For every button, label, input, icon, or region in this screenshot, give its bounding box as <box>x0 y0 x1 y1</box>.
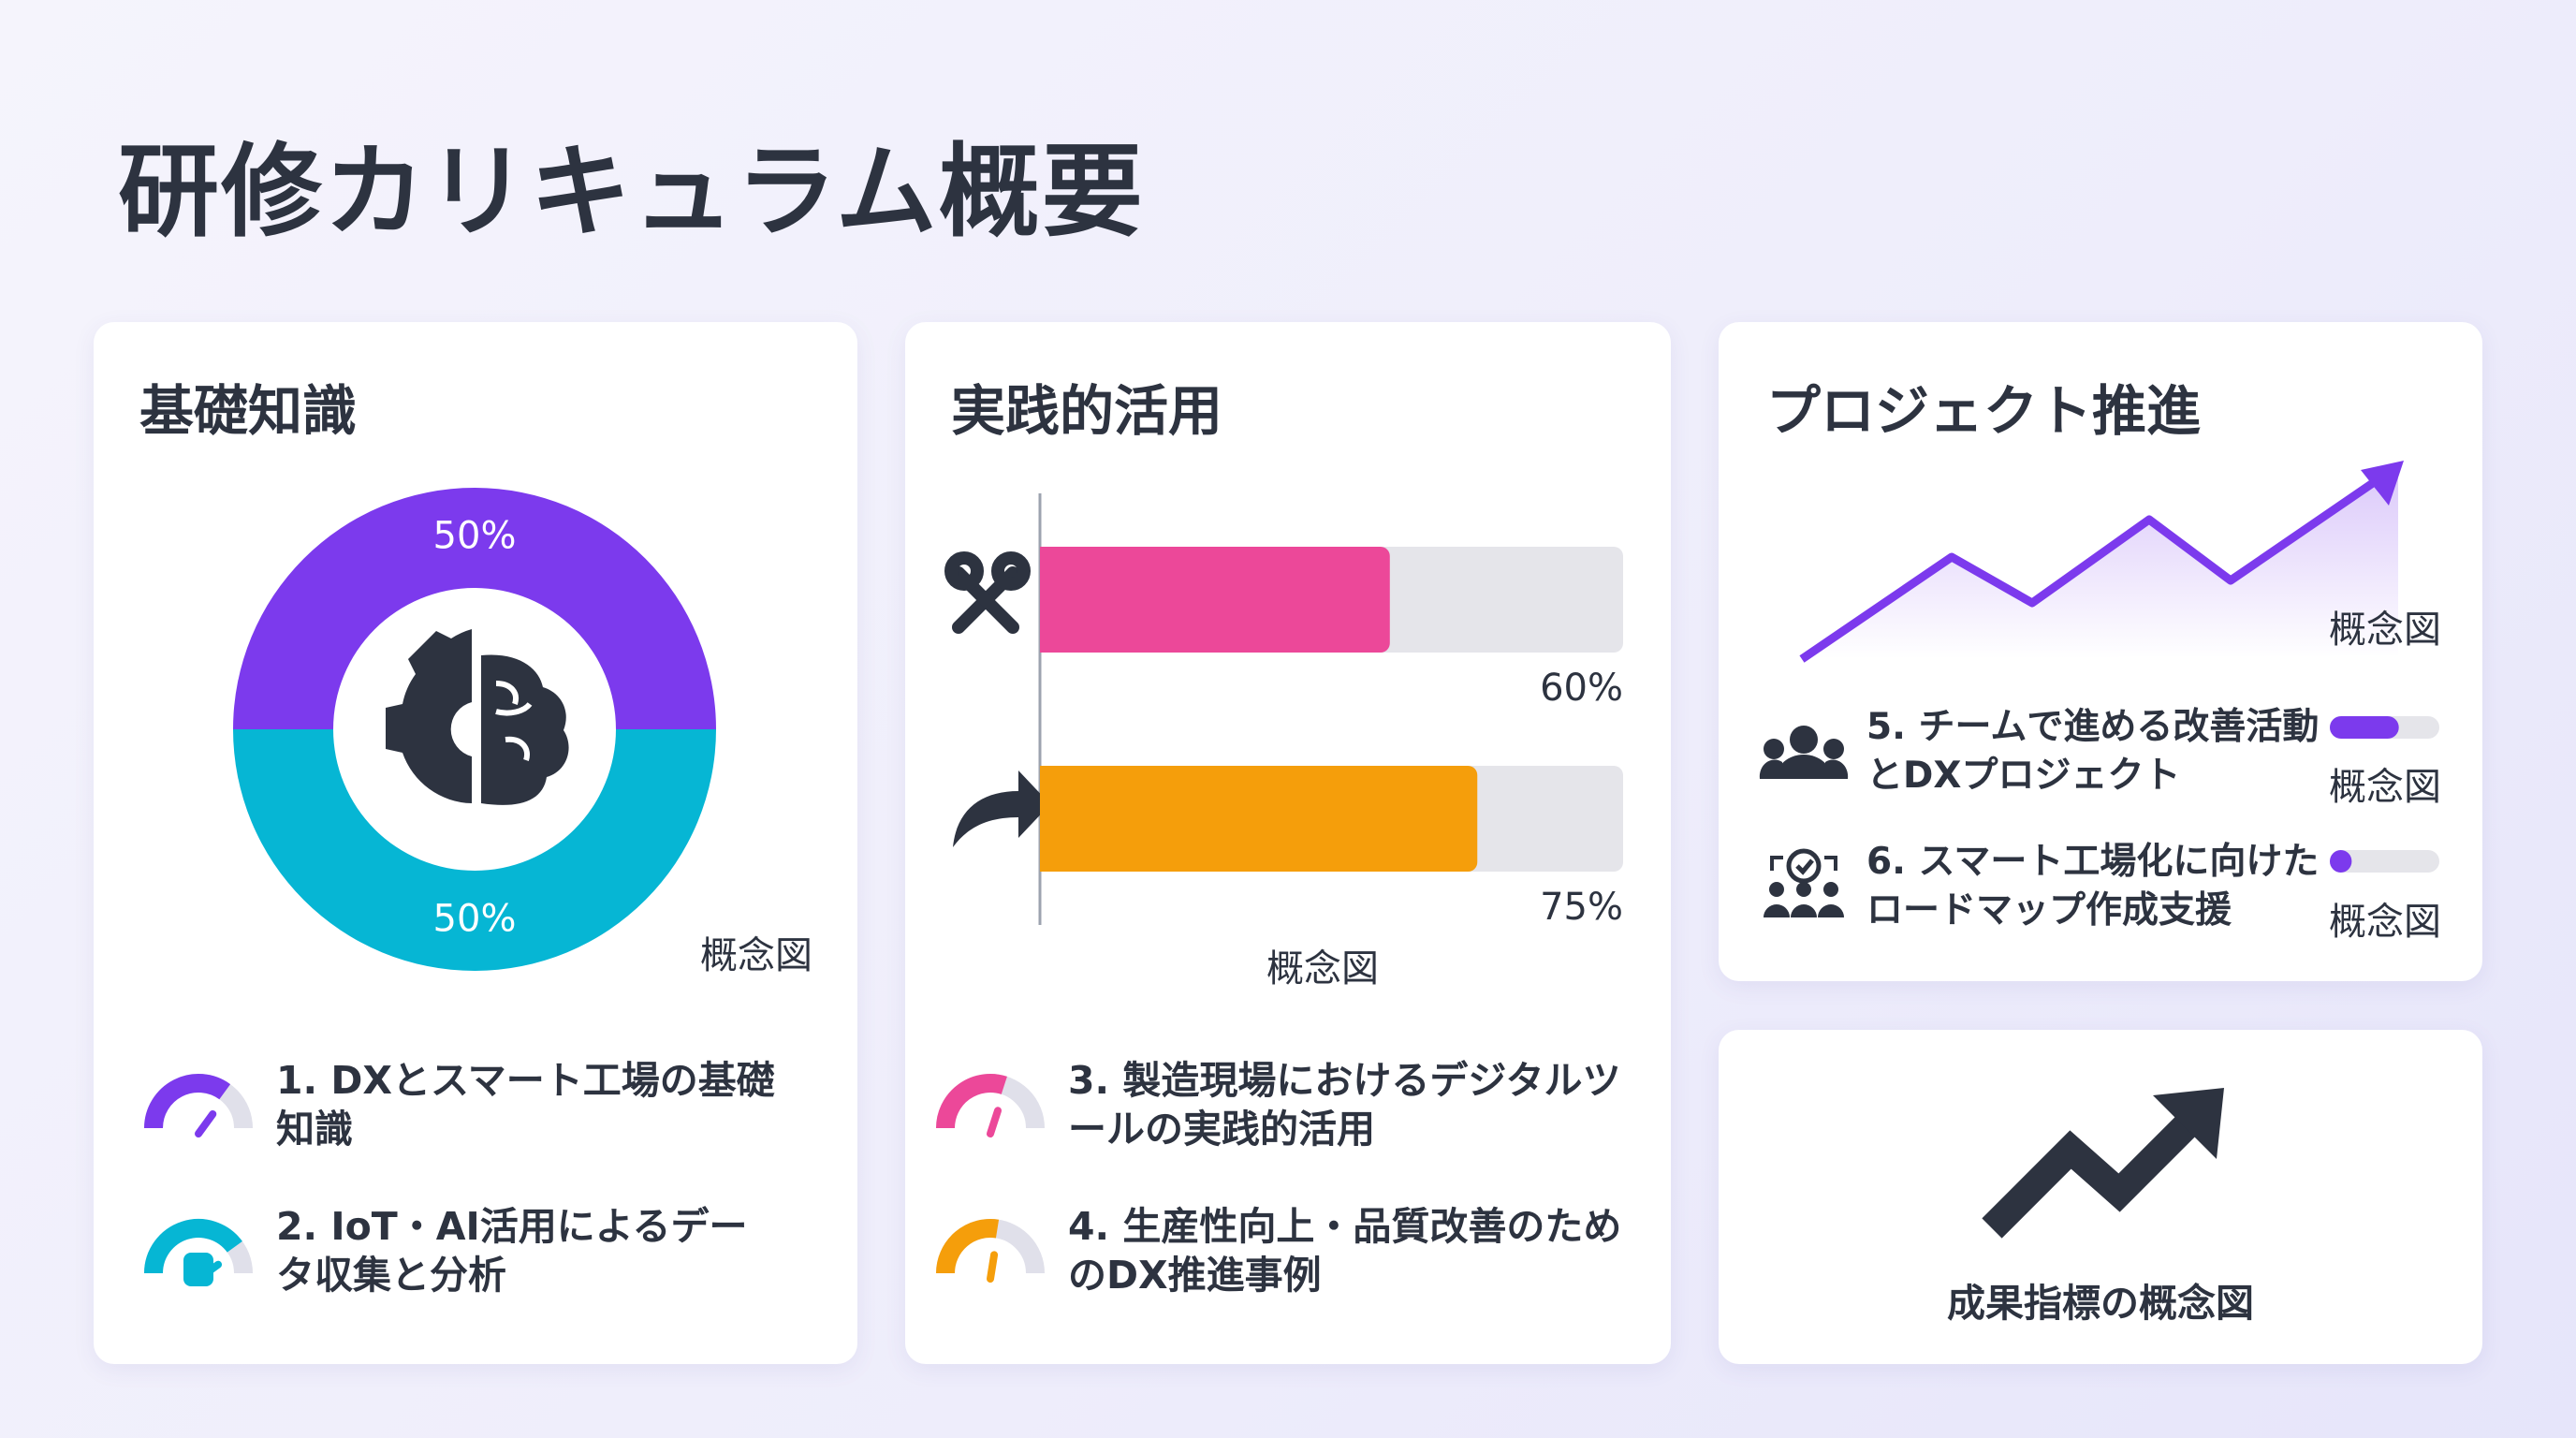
item-text: 5. チームで進める改善活動とDXプロジェクト <box>1866 706 2320 797</box>
caption: 成果指標の概念図 <box>1947 1281 2254 1326</box>
gauge-icon <box>987 1107 1003 1137</box>
gauge-icon <box>195 1109 217 1137</box>
page-title: 研修カリキュラム概要 <box>118 134 1145 251</box>
arrow-head <box>2361 461 2404 506</box>
caption: 概念図 <box>700 934 812 977</box>
share-icon <box>953 770 1050 847</box>
card <box>1719 1030 2482 1364</box>
donut-segment <box>233 729 716 971</box>
donut-label: 50% <box>433 515 517 558</box>
bar-cap <box>1040 547 1051 653</box>
progress-bar <box>2330 850 2352 873</box>
caption: 概念図 <box>2329 766 2441 809</box>
caption: 概念図 <box>2329 901 2441 944</box>
item-text: 3. 製造現場におけるデジタルツールの実践的活用 <box>1068 1058 1621 1152</box>
bar <box>1040 547 1390 653</box>
item-text: 2. IoT・AI活用によるデータ収集と分析 <box>276 1204 748 1298</box>
gauge-icon <box>936 1219 1000 1274</box>
tools-icon <box>944 551 1031 634</box>
bar-label: 75% <box>1540 886 1623 929</box>
progress-track <box>2330 850 2439 873</box>
donut-segment <box>233 488 716 729</box>
progress-bar <box>2330 716 2399 739</box>
bar-label: 60% <box>1540 667 1623 710</box>
gauge-icon <box>144 1219 242 1274</box>
bar-cap <box>1040 766 1051 872</box>
gauge-icon <box>144 1074 231 1129</box>
donut-label: 50% <box>433 898 517 941</box>
card-title: 実践的活用 <box>951 379 1223 443</box>
card-title: 基礎知識 <box>139 379 358 443</box>
item-text: 6. スマート工場化に向けたロードマップ作成支援 <box>1866 841 2320 932</box>
trend-line <box>1799 471 2388 663</box>
item-text: 4. 生産性向上・品質改善のためのDX推進事例 <box>1068 1204 1622 1298</box>
gauge-icon <box>987 1251 999 1283</box>
caption: 概念図 <box>2329 609 2441 652</box>
caption: 概念図 <box>1266 947 1379 990</box>
growth-icon <box>1982 1088 2224 1239</box>
network-icon <box>1764 848 1844 917</box>
item-text: 1. DXとスマート工場の基礎知識 <box>276 1058 775 1152</box>
gauge-icon <box>936 1074 1007 1129</box>
team-icon <box>1759 726 1849 779</box>
bar <box>1040 766 1478 872</box>
brain-gear-icon <box>386 629 569 805</box>
line-area <box>1802 465 2398 659</box>
db-icon <box>183 1253 213 1286</box>
card-title: プロジェクト推進 <box>1766 379 2202 443</box>
